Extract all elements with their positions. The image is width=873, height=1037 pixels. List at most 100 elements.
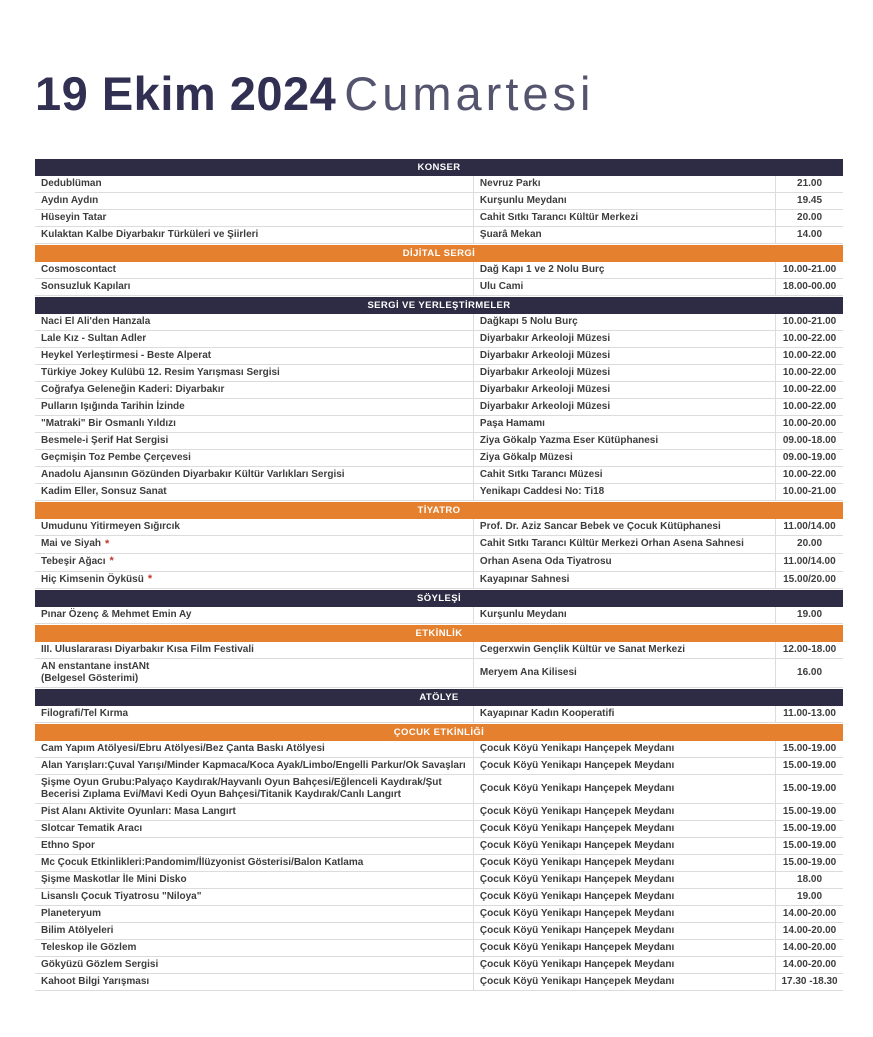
- venue-cell: Çocuk Köyü Yenikapı Hançepek Meydanı: [472, 741, 775, 758]
- venue-cell: Orhan Asena Oda Tiyatrosu: [472, 553, 775, 571]
- table-row: "Matraki" Bir Osmanlı Yıldızı Paşa Hamamı…: [35, 416, 843, 433]
- time-cell: 10.00-20.00: [775, 416, 843, 432]
- event-name-line2: (Belgesel Gösterimi): [41, 673, 139, 685]
- time-cell: 14.00-20.00: [775, 906, 843, 923]
- time-cell: 14.00-20.00: [775, 957, 843, 974]
- venue-cell: Şuarâ Mekan: [472, 227, 775, 243]
- event-cell: Ethno Spor: [35, 838, 473, 854]
- event-cell: Lisanslı Çocuk Tiyatrosu "Niloya": [35, 889, 473, 905]
- venue-cell: Çocuk Köyü Yenikapı Hançepek Meydanı: [472, 872, 775, 889]
- time-cell: 10.00-21.00: [775, 262, 843, 278]
- page-title-day: Cumartesi: [344, 67, 595, 120]
- table-row: Kulaktan Kalbe Diyarbakır Türküleri ve Ş…: [35, 227, 843, 244]
- event-cell: Besmele-i Şerif Hat Sergisi: [35, 433, 473, 449]
- event-name: Şişme Maskotlar İle Mini Disko: [41, 874, 187, 885]
- asterisk-marker: *: [105, 537, 110, 550]
- venue-cell: Cahit Sıtkı Tarancı Kültür Merkezi: [472, 210, 775, 226]
- schedule-table: KONSER Dedublüman Nevruz Parkı 21.00 Aydın A…: [35, 158, 843, 992]
- venue-cell: Paşa Hamamı: [472, 416, 775, 432]
- asterisk-marker: *: [147, 573, 153, 585]
- event-cell: Pist Alanı Aktivite Oyunları: Masa Langı…: [35, 804, 473, 820]
- event-cell: Sonsuzluk Kapıları: [35, 279, 473, 295]
- time-cell: 10.00-22.00: [775, 365, 843, 381]
- table-row: Lisanslı Çocuk Tiyatrosu "Niloya" Çocuk K…: [35, 889, 843, 907]
- section-header: ETKİNLİK: [35, 625, 843, 643]
- page-title: 19 Ekim 2024 Cumartesi: [35, 66, 594, 121]
- time-cell: 14.00-20.00: [775, 923, 843, 940]
- time-cell: 19.45: [775, 193, 843, 209]
- table-row: Ethno Spor Çocuk Köyü Yenikapı Hançepek M…: [35, 838, 843, 856]
- event-cell: Kulaktan Kalbe Diyarbakır Türküleri ve Ş…: [35, 227, 473, 243]
- time-cell: 11.00-13.00: [775, 706, 843, 723]
- time-cell: 15.00-19.00: [775, 838, 843, 855]
- venue-cell: Çocuk Köyü Yenikapı Hançepek Meydanı: [472, 804, 775, 821]
- venue-cell: Diyarbakır Arkeoloji Müzesi: [472, 331, 775, 347]
- event-cell: Filografi/Tel Kırma: [35, 706, 473, 722]
- venue-cell: Yenikapı Caddesi No: Ti18: [472, 484, 775, 500]
- time-cell: 09.00-19.00: [775, 450, 843, 466]
- venue-cell: Çocuk Köyü Yenikapı Hançepek Meydanı: [472, 923, 775, 940]
- venue-cell: Prof. Dr. Aziz Sancar Bebek ve Çocuk Küt…: [472, 519, 775, 535]
- event-name: Kahoot Bilgi Yarışması: [41, 976, 150, 987]
- venue-cell: Çocuk Köyü Yenikapı Hançepek Meydanı: [472, 855, 775, 872]
- section-title: DİJİTAL SERGİ: [402, 248, 476, 259]
- time-cell: 20.00: [775, 536, 843, 553]
- time-cell: 11.00/14.00: [775, 553, 843, 571]
- time-cell: 15.00-19.00: [775, 855, 843, 872]
- event-name: Bilim Atölyeleri: [41, 925, 114, 936]
- event-cell: Anadolu Ajansının Gözünden Diyarbakır Kü…: [35, 467, 473, 483]
- section-header: DİJİTAL SERGİ: [35, 245, 843, 262]
- section-title: TİYATRO: [417, 505, 461, 516]
- time-cell: 15.00-19.00: [775, 775, 843, 804]
- table-row: Cam Yapım Atölyesi/Ebru Atölyesi/Bez Çan…: [35, 741, 843, 759]
- table-row: Umudunu Yitirmeyen Sığırcık Prof. Dr. Azi…: [35, 519, 843, 536]
- venue-cell: Nevruz Parkı: [472, 176, 775, 192]
- event-name: Umudunu Yitirmeyen Sığırcık: [41, 520, 180, 532]
- section-header: TİYATRO: [35, 502, 843, 519]
- event-cell: Slotcar Tematik Aracı: [35, 821, 473, 837]
- venue-cell: Kurşunlu Meydanı: [472, 607, 775, 624]
- event-cell: Alan Yarışları:Çuval Yarışı/Minder Kapma…: [35, 758, 473, 774]
- time-cell: 15.00-19.00: [775, 741, 843, 758]
- event-name: Kadim Eller, Sonsuz Sanat: [41, 485, 167, 497]
- event-name: Pist Alanı Aktivite Oyunları: Masa Langı…: [41, 806, 236, 817]
- event-name: Kulaktan Kalbe Diyarbakır Türküleri ve Ş…: [41, 228, 259, 240]
- event-name: Pınar Özenç & Mehmet Emin Ay: [41, 609, 192, 620]
- venue-cell: Meryem Ana Kilisesi: [472, 659, 775, 688]
- venue-cell: Diyarbakır Arkeoloji Müzesi: [472, 399, 775, 415]
- table-row: Dedublüman Nevruz Parkı 21.00: [35, 176, 843, 193]
- table-row: Filografi/Tel Kırma Kayapınar Kadın Koope…: [35, 706, 843, 724]
- event-name: "Matraki" Bir Osmanlı Yıldızı: [41, 417, 176, 429]
- event-cell: Naci El Ali'den Hanzala: [35, 314, 473, 330]
- table-row: Anadolu Ajansının Gözünden Diyarbakır Kü…: [35, 467, 843, 484]
- event-name: Mc Çocuk Etkinlikleri:Pandomim/İlüzyonis…: [41, 857, 364, 868]
- venue-cell: Çocuk Köyü Yenikapı Hançepek Meydanı: [472, 838, 775, 855]
- venue-cell: Dağkapı 5 Nolu Burç: [472, 314, 775, 330]
- event-cell: Şişme Oyun Grubu:Palyaço Kaydırak/Hayvan…: [35, 775, 473, 803]
- event-name: III. Uluslararası Diyarbakır Kısa Film F…: [41, 644, 254, 655]
- venue-cell: Ziya Gökalp Müzesi: [472, 450, 775, 466]
- time-cell: 10.00-22.00: [775, 348, 843, 364]
- event-name: Türkiye Jokey Kulübü 12. Resim Yarışması…: [41, 366, 280, 378]
- table-row: Slotcar Tematik Aracı Çocuk Köyü Yenikapı…: [35, 821, 843, 839]
- event-cell: Pulların Işığında Tarihin İzinde: [35, 399, 473, 415]
- section-title: SÖYLEŞİ: [417, 593, 461, 605]
- table-row: Bilim Atölyeleri Çocuk Köyü Yenikapı Hanç…: [35, 923, 843, 941]
- table-row: Planeteryum Çocuk Köyü Yenikapı Hançepek …: [35, 906, 843, 924]
- event-name: Cam Yapım Atölyesi/Ebru Atölyesi/Bez Çan…: [41, 743, 325, 754]
- event-name: Coğrafya Geleneğin Kaderi: Diyarbakır: [41, 383, 225, 395]
- table-row: III. Uluslararası Diyarbakır Kısa Film F…: [35, 642, 843, 660]
- event-cell: Teleskop ile Gözlem: [35, 940, 473, 956]
- event-name: Heykel Yerleştirmesi - Beste Alperat: [41, 349, 212, 361]
- event-name: Hüseyin Tatar: [41, 211, 107, 223]
- time-cell: 10.00-22.00: [775, 331, 843, 347]
- venue-cell: Çocuk Köyü Yenikapı Hançepek Meydanı: [472, 775, 775, 804]
- event-name: Alan Yarışları:Çuval Yarışı/Minder Kapma…: [41, 760, 466, 771]
- table-row: Tebeşir Ağacı * Orhan Asena Oda Tiyatrosu 1…: [35, 553, 843, 572]
- table-row: Mc Çocuk Etkinlikleri:Pandomim/İlüzyonis…: [35, 855, 843, 873]
- venue-cell: Diyarbakır Arkeoloji Müzesi: [472, 365, 775, 381]
- venue-cell: Kayapınar Kadın Kooperatifi: [472, 706, 775, 723]
- time-cell: 14.00: [775, 227, 843, 243]
- table-row: Kadim Eller, Sonsuz Sanat Yenikapı Caddes…: [35, 484, 843, 501]
- venue-cell: Diyarbakır Arkeoloji Müzesi: [472, 382, 775, 398]
